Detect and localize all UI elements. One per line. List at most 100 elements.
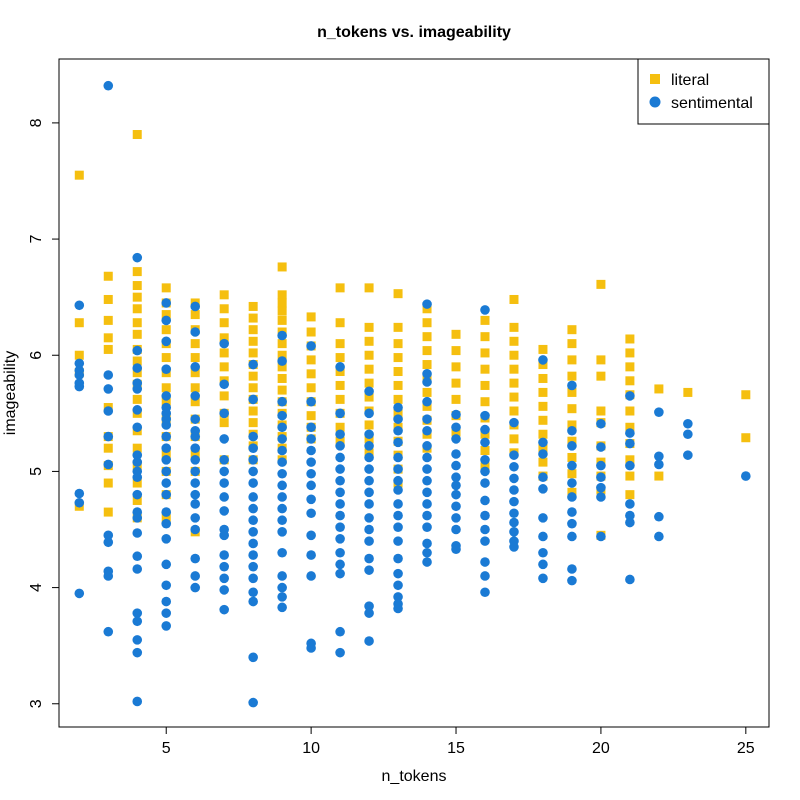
data-point-sentimental: [306, 530, 316, 541]
data-point-literal: [567, 355, 577, 365]
data-point-sentimental: [480, 571, 490, 581]
data-point-literal: [596, 371, 606, 381]
data-point-literal: [596, 279, 606, 289]
data-point-sentimental: [190, 466, 201, 477]
data-point-sentimental: [248, 697, 258, 708]
data-point-literal: [596, 406, 606, 416]
data-point-sentimental: [190, 327, 201, 337]
data-point-literal: [277, 262, 287, 272]
data-point-sentimental: [393, 553, 403, 564]
data-point-sentimental: [306, 480, 316, 491]
data-point-sentimental: [567, 507, 577, 517]
data-point-sentimental: [654, 451, 664, 462]
data-point-sentimental: [132, 528, 143, 538]
data-point-sentimental: [190, 499, 201, 509]
data-point-sentimental: [277, 422, 287, 433]
data-point-sentimental: [219, 434, 229, 444]
data-point-literal: [219, 304, 229, 314]
data-point-sentimental: [509, 508, 519, 519]
data-point-sentimental: [364, 513, 374, 523]
data-point-sentimental: [451, 422, 461, 433]
data-point-sentimental: [132, 450, 143, 460]
data-point-literal: [161, 449, 171, 459]
data-point-sentimental: [74, 588, 85, 599]
data-point-literal: [219, 318, 229, 328]
data-point-sentimental: [277, 480, 287, 491]
data-point-literal: [103, 294, 113, 304]
data-point-sentimental: [132, 405, 143, 415]
data-point-sentimental: [132, 345, 143, 356]
data-point-literal: [364, 336, 374, 346]
data-point-literal: [132, 292, 142, 302]
data-point-sentimental: [538, 531, 548, 542]
data-point-literal: [277, 306, 287, 316]
data-point-literal: [219, 348, 229, 358]
data-point-sentimental: [132, 252, 143, 263]
data-point-sentimental: [306, 494, 316, 505]
data-point-sentimental: [219, 478, 229, 488]
data-point-literal: [683, 387, 693, 397]
legend-box: [637, 58, 770, 125]
data-point-literal: [625, 334, 635, 344]
data-point-sentimental: [161, 420, 172, 430]
data-point-literal: [625, 376, 635, 386]
data-point-literal: [335, 353, 345, 363]
data-point-literal: [567, 452, 577, 462]
data-point-sentimental: [219, 530, 229, 541]
data-point-literal: [306, 312, 316, 322]
data-point-sentimental: [364, 386, 374, 397]
data-point-sentimental: [480, 587, 490, 598]
data-point-sentimental: [277, 445, 287, 456]
data-point-sentimental: [364, 487, 374, 498]
data-point-sentimental: [74, 381, 85, 392]
data-point-sentimental: [248, 478, 258, 488]
data-point-literal: [625, 406, 635, 416]
chart-title: n_tokens vs. imageability: [317, 24, 511, 41]
data-point-literal: [132, 329, 142, 339]
data-point-sentimental: [161, 455, 172, 465]
data-point-literal: [335, 394, 345, 404]
data-point-sentimental: [132, 363, 143, 373]
data-point-sentimental: [596, 492, 606, 502]
data-point-literal: [132, 267, 142, 277]
data-point-sentimental: [277, 410, 287, 421]
data-point-sentimental: [364, 536, 374, 546]
data-point-sentimental: [393, 499, 403, 509]
data-point-sentimental: [219, 338, 229, 349]
data-point-literal: [480, 397, 490, 407]
data-point-literal: [480, 380, 490, 390]
data-point-sentimental: [509, 527, 519, 537]
data-point-sentimental: [219, 455, 229, 465]
data-point-sentimental: [248, 394, 258, 405]
data-point-literal: [190, 449, 200, 459]
data-point-sentimental: [364, 441, 374, 451]
legend: literal sentimental: [637, 58, 770, 125]
data-point-literal: [277, 373, 287, 383]
data-point-literal: [248, 325, 258, 335]
data-point-sentimental: [335, 452, 345, 463]
data-point-sentimental: [335, 533, 345, 544]
data-point-sentimental: [567, 460, 577, 471]
x-axis: 5 10 15 20 25: [162, 726, 755, 757]
data-point-sentimental: [422, 377, 432, 387]
data-point-literal: [509, 434, 519, 444]
data-point-literal: [190, 397, 200, 407]
data-point-sentimental: [161, 489, 172, 500]
data-point-sentimental: [364, 636, 374, 646]
data-point-sentimental: [190, 513, 201, 523]
data-point-literal: [219, 362, 229, 372]
data-point-literal: [132, 495, 142, 505]
data-point-sentimental: [132, 489, 143, 500]
data-point-literal: [451, 394, 461, 404]
data-point-sentimental: [248, 550, 258, 560]
data-point-literal: [451, 346, 461, 356]
data-point-sentimental: [103, 384, 114, 394]
data-point-literal: [248, 383, 258, 393]
data-point-literal: [132, 356, 142, 366]
data-point-sentimental: [277, 592, 287, 602]
data-point-literal: [509, 378, 519, 388]
data-point-sentimental: [393, 536, 403, 546]
data-point-sentimental: [422, 499, 432, 509]
data-point-sentimental: [277, 396, 287, 407]
data-point-literal: [741, 433, 751, 443]
